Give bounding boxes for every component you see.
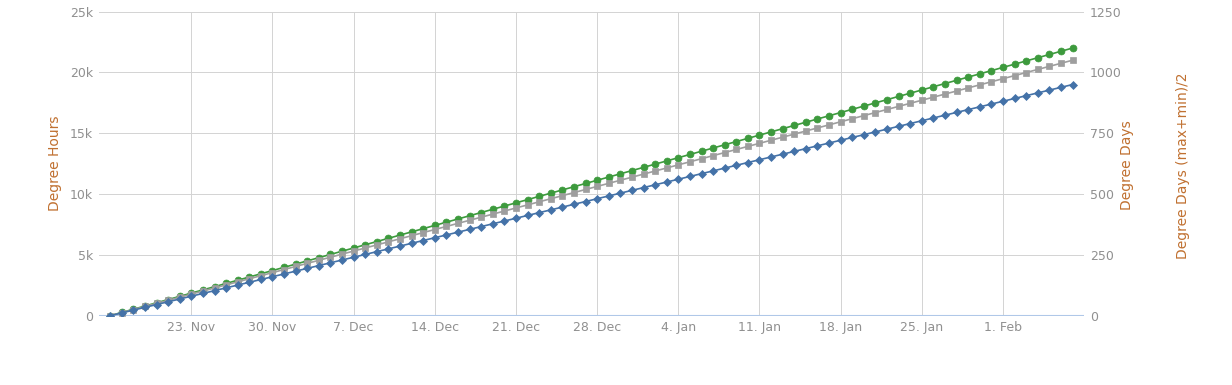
Degree Days [880,127,894,131]
Degree Hours [102,313,117,318]
Degree Days [532,210,547,215]
Y-axis label: Degree Hours: Degree Hours [48,116,62,211]
Degree Hours [160,297,175,302]
Degree Days (max+min)/2 [578,187,593,192]
Degree Days (max+min)/2 [532,199,547,204]
Degree Days [160,300,175,304]
Degree Days (max+min)/2 [833,119,848,124]
Degree Days (max+min)/2 [1066,58,1080,62]
Degree Hours [833,110,848,115]
Line: Degree Days: Degree Days [107,82,1076,318]
Degree Hours [880,97,894,102]
Degree Days (max+min)/2 [115,310,129,315]
Line: Degree Days (max+min)/2: Degree Days (max+min)/2 [107,57,1076,318]
Text: Degree Days: Degree Days [1120,121,1135,211]
Degree Days (max+min)/2 [102,313,117,318]
Degree Hours [115,310,129,315]
Degree Hours [578,181,593,186]
Degree Days [1066,82,1080,87]
Degree Days (max+min)/2 [880,107,894,112]
Line: Degree Hours: Degree Hours [107,45,1076,319]
Text: Degree Days (max+min)/2: Degree Days (max+min)/2 [1175,72,1190,259]
Degree Days [833,138,848,142]
Degree Days [102,313,117,318]
Legend: Degree Hours, Degree Days, Degree Days (max+min)/2: Degree Hours, Degree Days, Degree Days (… [301,384,784,385]
Degree Hours [532,194,547,199]
Degree Days [115,311,129,315]
Degree Days [578,199,593,204]
Degree Days (max+min)/2 [160,298,175,303]
Degree Hours [1066,46,1080,50]
